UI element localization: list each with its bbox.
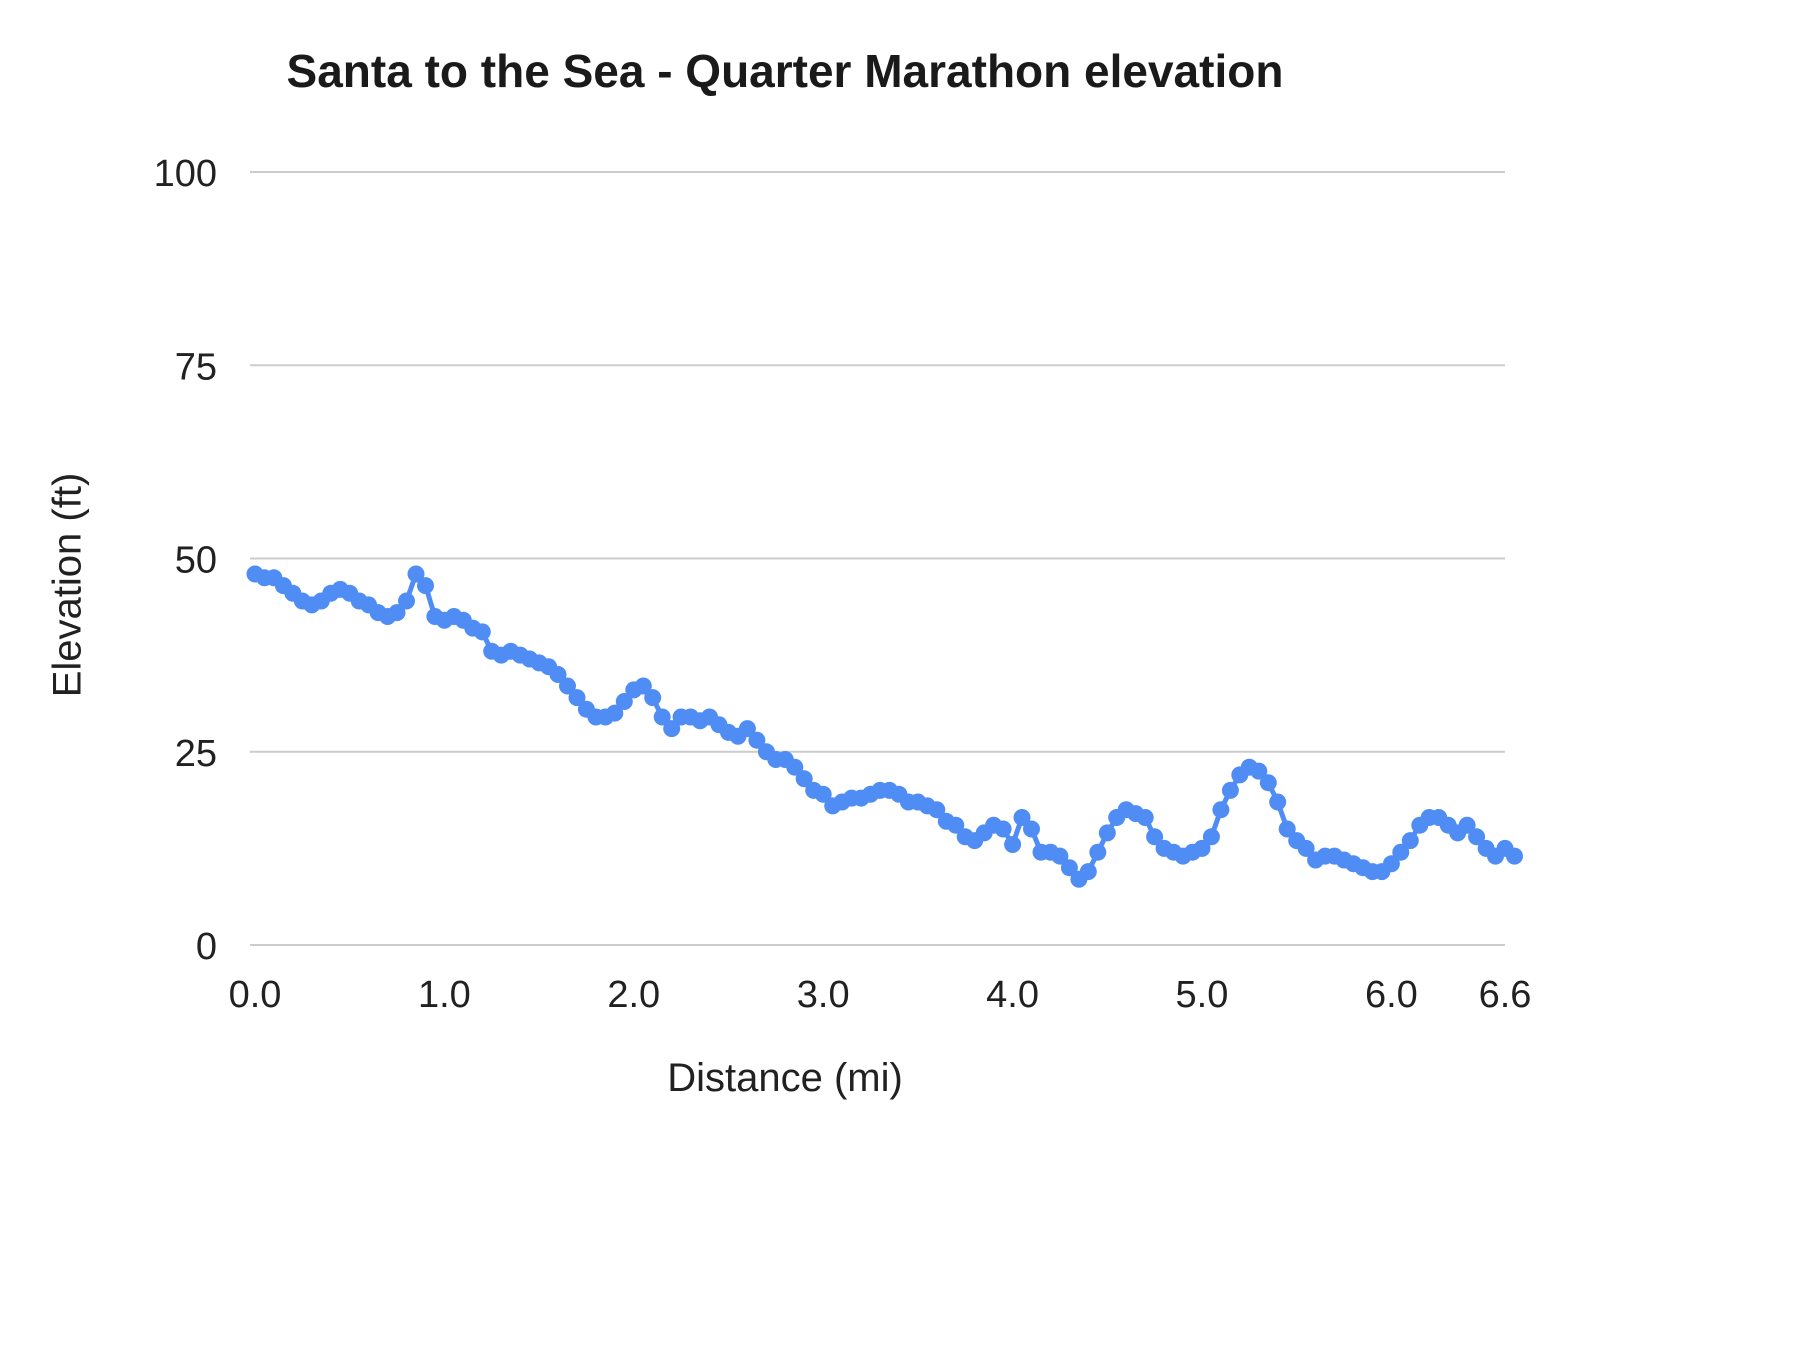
x-tick-label: 1.0 <box>418 974 471 1016</box>
data-point <box>606 704 624 722</box>
data-point <box>407 565 425 583</box>
data-point <box>1089 843 1107 861</box>
data-point <box>928 801 946 819</box>
x-tick-label: 2.0 <box>607 974 660 1016</box>
data-point <box>1146 828 1164 846</box>
data-point <box>795 770 813 788</box>
x-tick-label: 4.0 <box>986 974 1039 1016</box>
data-point <box>1392 843 1410 861</box>
data-point <box>1202 828 1220 846</box>
data-point <box>1212 801 1230 819</box>
data-point <box>1051 847 1069 865</box>
x-tick-label: 5.0 <box>1176 974 1229 1016</box>
data-point <box>1278 820 1296 838</box>
data-point <box>748 731 766 749</box>
data-point <box>398 592 415 610</box>
data-point <box>473 623 491 641</box>
data-point <box>1401 832 1419 850</box>
data-point <box>663 720 681 738</box>
data-point <box>814 785 832 803</box>
data-point <box>1468 828 1486 846</box>
y-tick-label: 0 <box>196 926 217 968</box>
data-point <box>1060 859 1078 877</box>
data-point <box>417 577 434 595</box>
data-point <box>1259 774 1277 792</box>
data-point <box>738 720 756 738</box>
data-point <box>615 693 633 710</box>
x-tick-label: 6.6 <box>1479 974 1532 1016</box>
data-point <box>1250 762 1268 780</box>
data-point <box>644 689 662 707</box>
data-point <box>1004 836 1022 853</box>
data-point <box>388 604 406 622</box>
data-point <box>1269 793 1287 811</box>
y-tick-label: 50 <box>175 540 217 582</box>
data-point <box>1098 824 1116 842</box>
data-point <box>947 816 965 834</box>
data-point <box>568 689 586 707</box>
data-point <box>1221 781 1239 799</box>
data-point <box>1079 863 1097 881</box>
x-axis-title: Distance (mi) <box>667 1056 903 1100</box>
data-point <box>1136 809 1154 826</box>
data-point <box>994 820 1012 838</box>
data-point <box>786 758 804 776</box>
data-point <box>1023 820 1040 838</box>
y-tick-label: 25 <box>175 733 217 775</box>
x-tick-label: 3.0 <box>797 974 850 1016</box>
data-point <box>1506 847 1523 865</box>
data-point <box>653 708 671 726</box>
y-tick-label: 75 <box>175 346 217 388</box>
x-tick-label: 0.0 <box>229 974 282 1016</box>
data-point <box>634 677 652 695</box>
data-point <box>1382 855 1400 873</box>
data-point <box>559 677 576 695</box>
chart-title: Santa to the Sea - Quarter Marathon elev… <box>286 45 1284 97</box>
data-point <box>1013 809 1031 826</box>
data-point <box>1297 839 1315 857</box>
y-tick-label: 100 <box>154 153 217 195</box>
x-tick-label: 6.0 <box>1365 974 1418 1016</box>
data-point <box>549 666 567 683</box>
data-point <box>1193 839 1211 857</box>
data-point <box>1458 816 1476 834</box>
